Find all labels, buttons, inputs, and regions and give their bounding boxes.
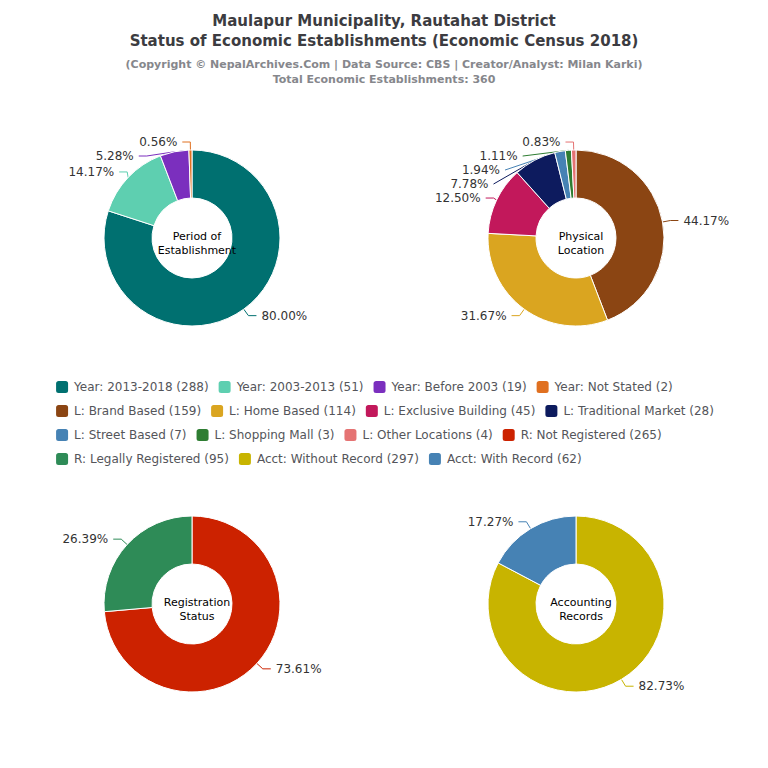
- svg-text:Year: Not Stated (2): Year: Not Stated (2): [554, 380, 673, 394]
- svg-text:5.28%: 5.28%: [96, 149, 134, 163]
- svg-text:31.67%: 31.67%: [461, 309, 507, 323]
- svg-text:R: Not Registered (265): R: Not Registered (265): [521, 428, 662, 442]
- svg-text:26.39%: 26.39%: [62, 532, 108, 546]
- svg-text:L: Home Based (114): L: Home Based (114): [229, 404, 356, 418]
- svg-text:Registration: Registration: [164, 596, 230, 609]
- svg-text:80.00%: 80.00%: [261, 309, 307, 323]
- svg-text:L: Other Locations (4): L: Other Locations (4): [362, 428, 492, 442]
- svg-text:L: Shopping Mall (3): L: Shopping Mall (3): [215, 428, 335, 442]
- svg-text:L: Street Based (7): L: Street Based (7): [74, 428, 186, 442]
- svg-text:Period of: Period of: [173, 230, 223, 243]
- svg-text:Total Economic Establishments:: Total Economic Establishments: 360: [273, 73, 496, 86]
- svg-text:82.73%: 82.73%: [639, 679, 685, 693]
- svg-text:0.83%: 0.83%: [522, 135, 560, 149]
- svg-text:Physical: Physical: [559, 230, 604, 243]
- svg-text:44.17%: 44.17%: [683, 214, 729, 228]
- svg-text:Location: Location: [558, 244, 605, 257]
- svg-text:Status: Status: [179, 610, 214, 623]
- svg-text:Accounting: Accounting: [550, 596, 611, 609]
- svg-text:Acct: With Record (62): Acct: With Record (62): [447, 452, 582, 466]
- svg-text:0.56%: 0.56%: [139, 135, 177, 149]
- svg-text:14.17%: 14.17%: [68, 165, 114, 179]
- svg-text:1.11%: 1.11%: [480, 149, 518, 163]
- svg-text:1.94%: 1.94%: [462, 163, 500, 177]
- svg-text:R: Legally Registered (95): R: Legally Registered (95): [74, 452, 229, 466]
- svg-text:Year: Before 2003 (19): Year: Before 2003 (19): [391, 380, 527, 394]
- svg-text:73.61%: 73.61%: [276, 662, 322, 676]
- svg-text:7.78%: 7.78%: [450, 177, 488, 191]
- svg-text:Acct: Without Record (297): Acct: Without Record (297): [257, 452, 419, 466]
- svg-text:L: Exclusive Building (45): L: Exclusive Building (45): [384, 404, 536, 418]
- svg-text:Year: 2003-2013 (51): Year: 2003-2013 (51): [236, 380, 364, 394]
- svg-text:Maulapur Municipality, Rautaha: Maulapur Municipality, Rautahat District: [212, 12, 555, 30]
- svg-text:Status of Economic Establishme: Status of Economic Establishments (Econo…: [130, 32, 639, 50]
- svg-text:Records: Records: [559, 610, 603, 623]
- svg-text:Year: 2013-2018 (288): Year: 2013-2018 (288): [73, 380, 209, 394]
- svg-text:12.50%: 12.50%: [435, 191, 481, 205]
- svg-text:17.27%: 17.27%: [468, 515, 514, 529]
- svg-text:L: Traditional Market (28): L: Traditional Market (28): [563, 404, 714, 418]
- svg-text:Establishment: Establishment: [158, 244, 237, 257]
- svg-text:L: Brand Based (159): L: Brand Based (159): [74, 404, 201, 418]
- svg-text:(Copyright © NepalArchives.Com: (Copyright © NepalArchives.Com | Data So…: [126, 58, 643, 71]
